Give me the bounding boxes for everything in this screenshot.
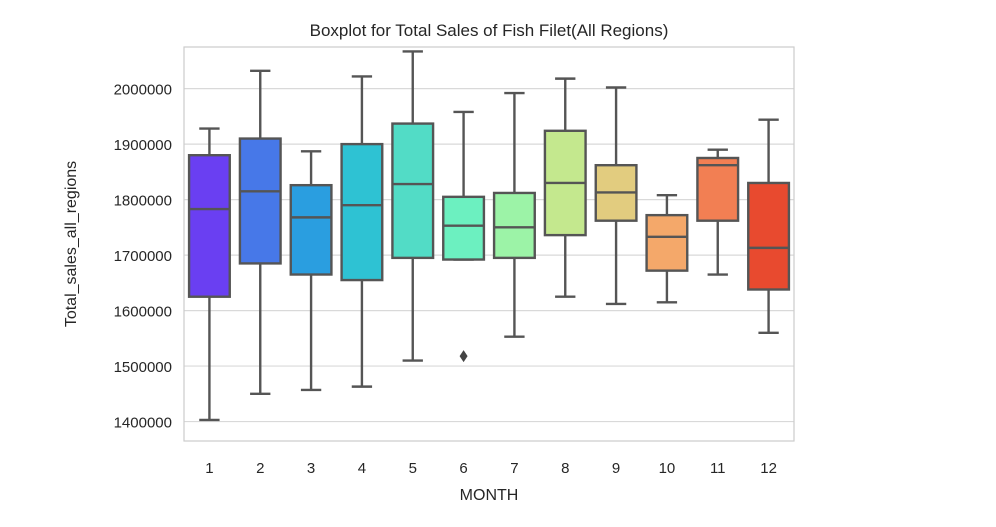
y-tick-label: 1800000	[114, 193, 172, 210]
box-month-4	[340, 75, 384, 388]
x-tick-labels: 1 2 3 4 5 6 7 8 9 10 11 12	[205, 460, 777, 477]
x-tick-label: 6	[459, 460, 467, 477]
iqr-box	[289, 183, 333, 276]
y-tick-label: 1900000	[114, 137, 172, 154]
box-month-2	[238, 69, 282, 396]
box-month-1	[187, 127, 231, 422]
y-tick-label: 1400000	[114, 415, 172, 432]
box-month-10	[645, 193, 689, 304]
box-month-11	[696, 148, 740, 276]
y-tick-label: 2000000	[114, 82, 172, 99]
iqr-box	[696, 156, 740, 222]
outlier-point	[459, 350, 468, 363]
x-tick-label: 11	[710, 460, 726, 477]
x-tick-label: 9	[612, 460, 620, 477]
y-tick-label: 1600000	[114, 304, 172, 321]
x-tick-label: 2	[256, 460, 264, 477]
box-month-5	[391, 50, 435, 362]
iqr-box	[187, 154, 231, 298]
x-tick-label: 8	[561, 460, 569, 477]
x-tick-label: 1	[205, 460, 213, 477]
y-axis-label: Total_sales_all_regions	[63, 161, 80, 327]
plot-frame	[183, 46, 795, 442]
iqr-box	[492, 191, 536, 260]
chart-title: Boxplot for Total Sales of Fish Filet(Al…	[310, 21, 669, 40]
box-month-9	[594, 86, 638, 306]
iqr-box	[340, 142, 384, 282]
x-tick-label: 4	[358, 460, 366, 477]
iqr-box	[442, 195, 486, 261]
x-axis-label: MONTH	[460, 487, 519, 504]
grid-lines	[184, 88, 794, 423]
x-tick-label: 3	[307, 460, 315, 477]
iqr-box	[391, 122, 435, 260]
iqr-box	[747, 181, 791, 291]
x-tick-label: 10	[659, 460, 676, 477]
box-month-8	[543, 77, 587, 298]
y-tick-labels: 1400000 1500000 1600000 1700000 1800000 19000…	[114, 82, 172, 432]
box-month-7	[492, 91, 536, 338]
box-month-12	[747, 118, 791, 334]
x-tick-label: 7	[510, 460, 518, 477]
x-tick-label: 12	[760, 460, 777, 477]
box-month-3	[289, 150, 333, 392]
boxes	[187, 50, 791, 422]
iqr-box	[238, 137, 282, 265]
box-month-6	[442, 110, 486, 363]
x-tick-label: 5	[409, 460, 417, 477]
y-tick-label: 1500000	[114, 359, 172, 376]
iqr-box	[645, 213, 689, 272]
y-tick-label: 1700000	[114, 248, 172, 265]
